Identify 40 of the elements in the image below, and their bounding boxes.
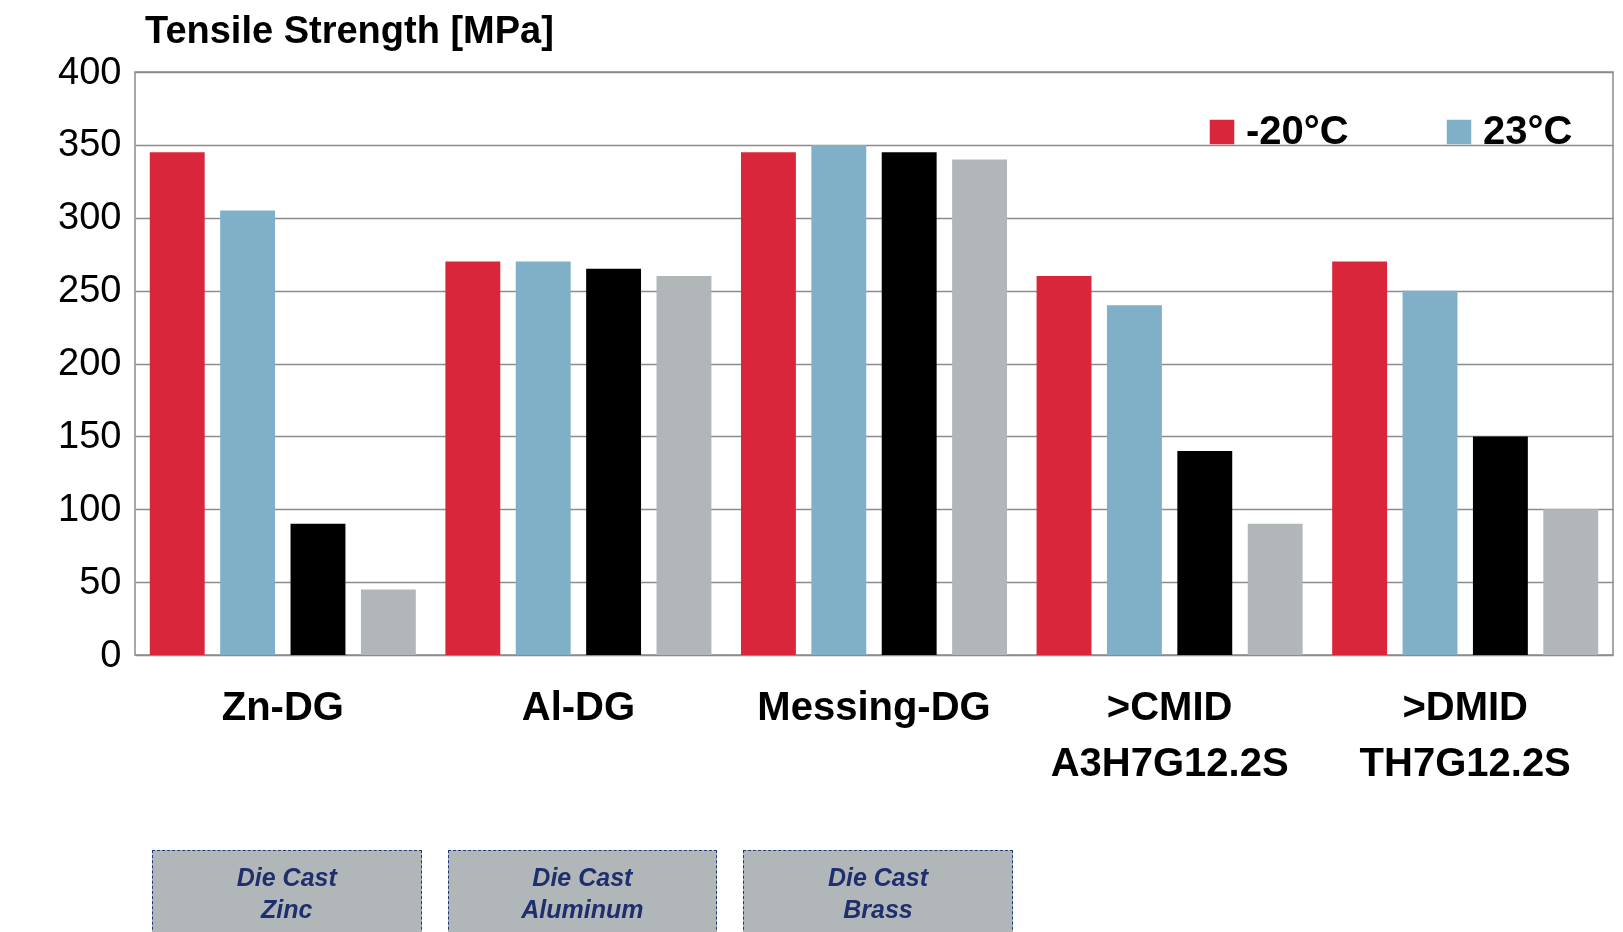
- x-tick-label: Messing-DG: [757, 683, 991, 728]
- bar: [445, 261, 501, 655]
- y-tick-label: 50: [79, 559, 122, 602]
- bar: [1543, 509, 1599, 655]
- x-tick-label: Zn-DG: [221, 683, 344, 728]
- text: Die Cast Zinc: [152, 850, 422, 932]
- y-tick-label: 0: [100, 632, 122, 675]
- chart-title: Tensile Strength [MPa]: [145, 9, 554, 51]
- y-tick-label: 300: [58, 195, 122, 238]
- bar: [1332, 261, 1388, 655]
- bar: [220, 210, 276, 655]
- text: Die Cast Aluminum: [447, 850, 718, 932]
- legend-label: -20°C: [1246, 108, 1349, 152]
- bar: [149, 152, 205, 655]
- bar: [515, 261, 571, 655]
- bar: [290, 523, 346, 655]
- legend-label: 23°C: [1483, 108, 1573, 152]
- bar: [1402, 290, 1458, 655]
- bar: [1106, 305, 1162, 655]
- y-tick-label: 100: [58, 486, 122, 529]
- bar: [656, 276, 712, 655]
- bar: [881, 152, 937, 655]
- bar: [360, 589, 416, 655]
- bar: [1036, 276, 1092, 655]
- x-tick-label: Al-DG: [521, 683, 636, 728]
- bar: [1247, 523, 1303, 655]
- y-tick-label: 400: [58, 49, 122, 92]
- text: Die Cast Brass: [743, 850, 1013, 932]
- bar: [811, 144, 867, 655]
- bar: [740, 152, 796, 655]
- y-tick-label: 150: [58, 413, 122, 456]
- bar: [952, 159, 1008, 655]
- bar: [1472, 436, 1528, 655]
- x-tick-label: >DMID TH7G12.2S: [1359, 683, 1571, 784]
- y-tick-label: 250: [58, 268, 122, 311]
- bar: [1177, 450, 1233, 655]
- y-tick-label: 200: [58, 341, 122, 383]
- bar: [586, 268, 642, 655]
- x-tick-label: >CMID A3H7G12.2S: [1050, 683, 1289, 784]
- y-tick-label: 350: [58, 122, 122, 165]
